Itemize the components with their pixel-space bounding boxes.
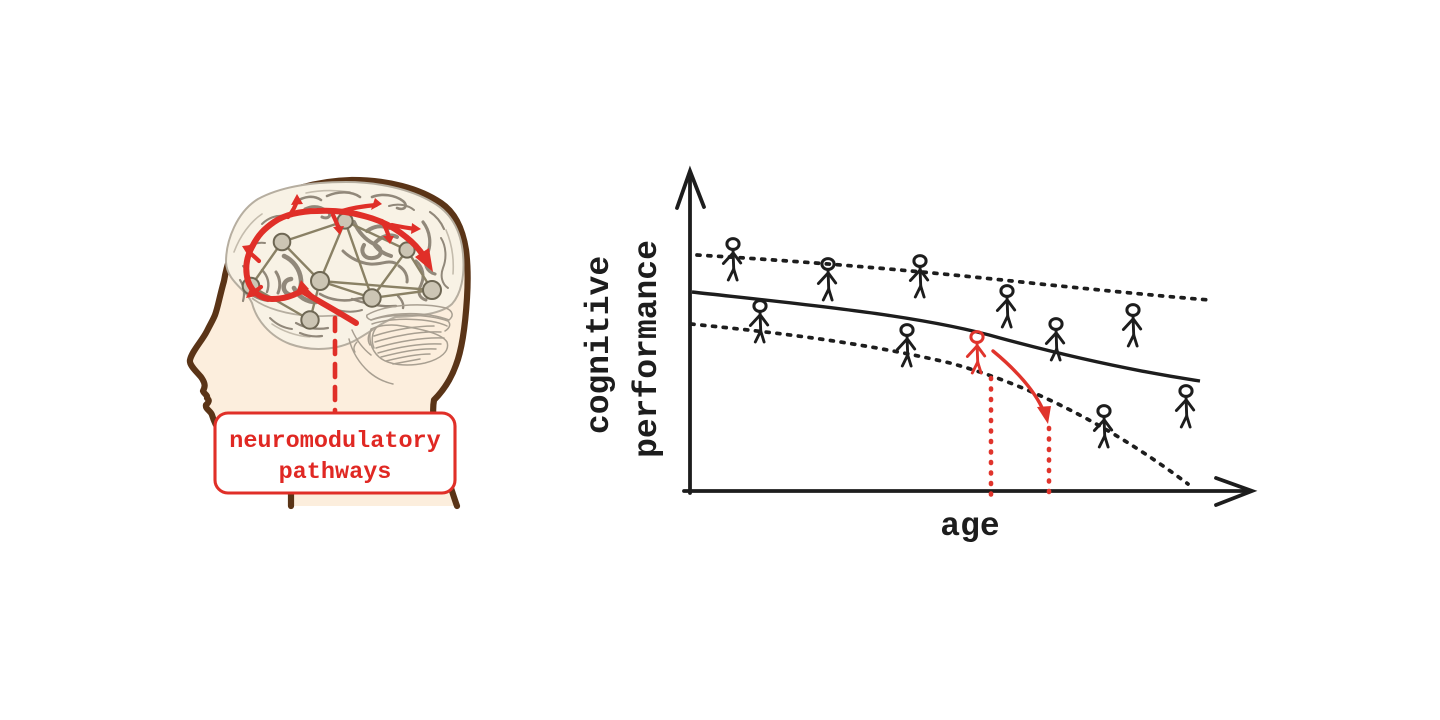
svg-text:performance: performance [629, 240, 666, 458]
svg-text:pathways: pathways [279, 459, 392, 486]
svg-text:age: age [940, 508, 999, 545]
svg-text:neuromodulatory: neuromodulatory [229, 428, 441, 455]
svg-text:cognitive: cognitive [581, 256, 618, 434]
